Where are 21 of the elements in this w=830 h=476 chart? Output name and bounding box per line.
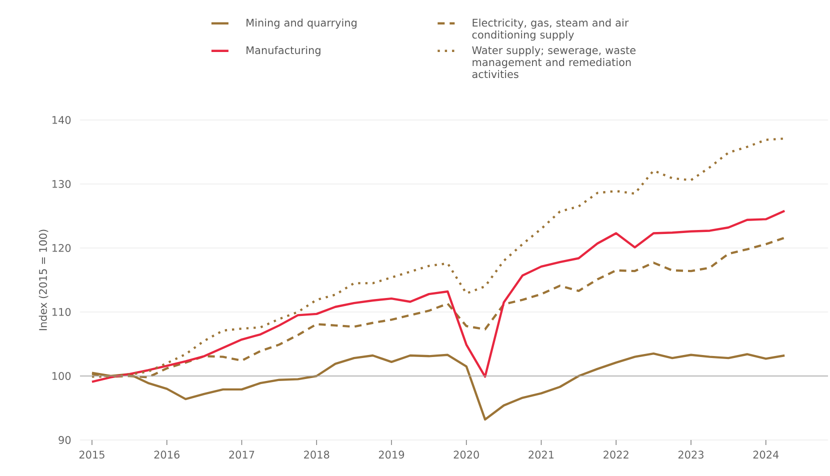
x-tick-label: 2020 [454,450,479,459]
y-tick-label: 120 [52,244,71,252]
y-axis-title: Index (2015 = 100) [38,230,48,330]
x-tick-label: 2022 [604,450,628,459]
x-tick-label: 2017 [229,450,254,459]
x-tick-label: 2021 [528,450,554,459]
legend-label: Electricity, gas, steam and air conditioning supply [472,18,629,41]
x-tick-label: 2023 [678,450,704,459]
y-tick-label: 140 [52,116,71,124]
y-tick-label: 130 [52,180,71,188]
legend-label: Manufacturing [246,46,320,56]
y-tick-label: 100 [52,372,71,380]
legend-label: Mining and quarrying [246,18,356,29]
y-tick-label: 90 [58,436,71,444]
x-tick-label: 2019 [378,450,404,459]
legend-label: Water supply; sewerage, waste management and remediation activities [472,46,636,78]
y-tick-label: 110 [52,308,71,316]
x-tick-label: 2015 [79,450,104,459]
x-tick-label: 2018 [304,450,330,459]
x-tick-label: 2016 [154,450,180,459]
x-tick-label: 2024 [753,450,779,459]
